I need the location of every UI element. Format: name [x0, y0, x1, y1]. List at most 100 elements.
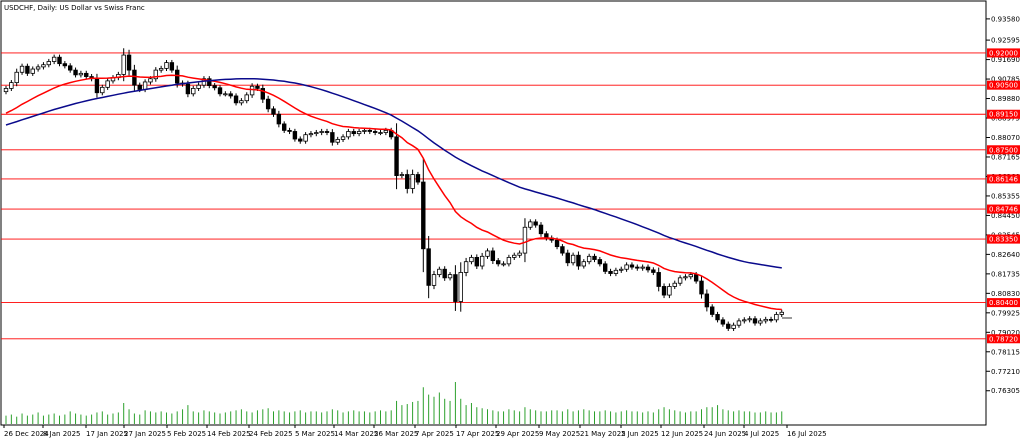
candle-body-down: [474, 256, 479, 267]
candle-body-down: [185, 83, 191, 95]
x-tick-label: 7 Apr 2025: [415, 430, 454, 438]
candle-body-down: [351, 131, 356, 135]
candle-body-up: [517, 252, 522, 256]
candle-body-up: [667, 286, 672, 296]
y-tick-label: 0.84450: [991, 212, 1020, 220]
level-label: 0.90500: [989, 82, 1018, 90]
candle-body-up: [340, 136, 346, 140]
x-tick-label: 14 Mar 2025: [334, 430, 378, 438]
candle-body-up: [779, 311, 784, 315]
candle-body-up: [501, 263, 506, 266]
candle-body-up: [335, 139, 340, 143]
candle-body-up: [731, 324, 736, 329]
candle-body-down: [281, 123, 287, 131]
candle-body-up: [736, 320, 742, 326]
plot-area: [0, 0, 987, 426]
candle-body-up: [249, 85, 255, 96]
candle-body-up: [774, 314, 779, 321]
candle-body-up: [346, 131, 351, 138]
x-tick-label: 24 Jun 2025: [704, 430, 746, 438]
candle-body-up: [458, 272, 463, 302]
candle-body-up: [378, 132, 383, 134]
candle-body-up: [640, 266, 645, 269]
x-tick-label: 26 Mar 2025: [374, 430, 418, 438]
candle-body-down: [276, 113, 282, 125]
x-tick-label: 5 Feb 2025: [167, 430, 206, 438]
candle-body-down: [207, 78, 212, 87]
candle-body-down: [233, 95, 239, 104]
candle-body-up: [437, 268, 442, 276]
candle-body-down: [576, 254, 581, 267]
y-tick-label: 0.77210: [991, 368, 1020, 376]
y-tick-label: 0.89880: [991, 95, 1020, 103]
candle-body-down: [495, 260, 501, 265]
candle-body-up: [399, 174, 405, 176]
candle-body-up: [485, 250, 490, 257]
candle-body-up: [100, 86, 105, 94]
candle-body-down: [426, 248, 431, 286]
x-tick-label: 5 Mar 2025: [295, 430, 335, 438]
candle-body-up: [9, 82, 14, 89]
candle-body-up: [624, 264, 629, 270]
y-tick-label: 0.79925: [991, 309, 1020, 317]
candle-body-up: [30, 68, 35, 74]
candle-body-down: [68, 65, 73, 71]
y-tick-label: 0.92595: [991, 37, 1020, 45]
x-tick-label: 29 Apr 2025: [496, 430, 539, 438]
candle-body-down: [271, 108, 276, 115]
candle-body-down: [260, 88, 265, 100]
candle-body-down: [704, 293, 710, 308]
candle-body-down: [603, 263, 608, 272]
candle-body-down: [651, 269, 656, 273]
candle-body-down: [25, 65, 30, 74]
candle-body-down: [768, 318, 774, 321]
candle-body-down: [442, 268, 447, 279]
candle-body-up: [41, 64, 46, 68]
candle-body-down: [597, 259, 603, 265]
x-tick-label: 21 May 2025: [580, 430, 626, 438]
candle-body-down: [394, 136, 399, 176]
candle-body-up: [512, 254, 517, 258]
y-tick-label: 0.91690: [991, 56, 1020, 64]
y-tick-label: 0.93580: [991, 15, 1020, 23]
candle-body-up: [153, 69, 158, 80]
candle-body-up: [619, 268, 624, 271]
x-tick-label: 17 Jan 2025: [86, 430, 128, 438]
level-label: 0.83350: [989, 236, 1018, 244]
x-tick-label: 9 May 2025: [539, 430, 580, 438]
candle-body-down: [265, 98, 271, 110]
candle-body-up: [672, 282, 677, 287]
candle-body-up: [356, 131, 362, 135]
candle-body-down: [538, 224, 544, 235]
level-label: 0.87500: [989, 146, 1018, 154]
candle-body-down: [629, 264, 635, 268]
candle-body-up: [51, 56, 57, 62]
candle-body-up: [191, 88, 196, 95]
candle-body-up: [3, 88, 9, 93]
y-tick-label: 0.76305: [991, 387, 1020, 395]
level-label-box: [987, 298, 1020, 308]
candle-body-up: [506, 256, 512, 265]
candle-body-down: [217, 87, 223, 95]
candle-body-up: [308, 133, 314, 136]
x-tick-label: 17 Apr 2025: [456, 430, 499, 438]
level-label-box: [987, 204, 1020, 214]
candle-body-down: [415, 174, 421, 183]
level-label: 0.84746: [989, 206, 1018, 214]
candle-body-down: [656, 272, 661, 287]
candle-body-up: [683, 276, 688, 279]
candle-body-up: [164, 62, 169, 69]
candle-body-down: [324, 131, 330, 133]
candle-body-up: [747, 318, 752, 321]
candle-body-down: [174, 69, 180, 84]
candle-body-up: [244, 94, 249, 102]
candle-body-down: [372, 131, 378, 133]
moving-average-line: [5, 77, 782, 269]
candle-body-down: [565, 252, 570, 264]
y-tick-label: 0.85355: [991, 192, 1020, 200]
y-tick-label: 0.81735: [991, 270, 1020, 278]
candle-body-up: [763, 318, 768, 322]
